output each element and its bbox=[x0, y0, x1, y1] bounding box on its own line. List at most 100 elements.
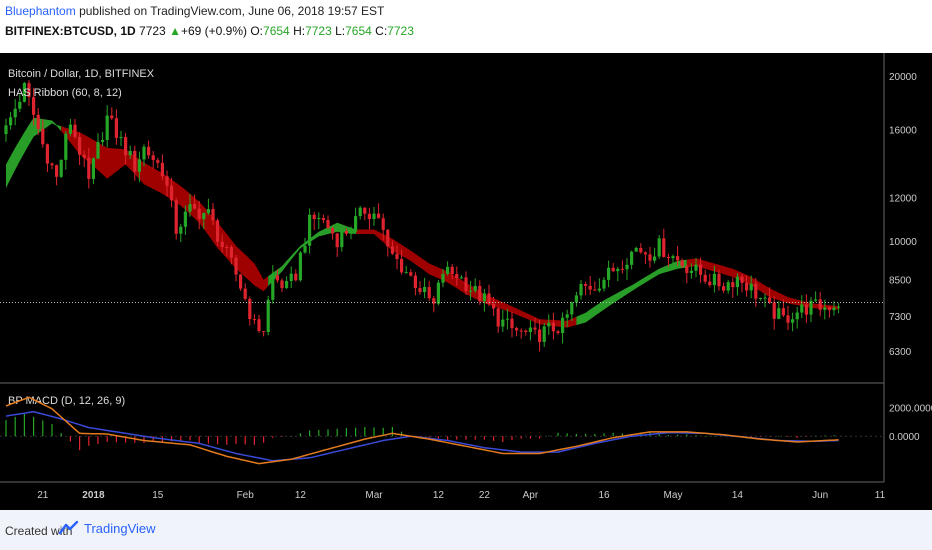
candle bbox=[556, 329, 560, 335]
candle bbox=[597, 278, 601, 293]
macd-histogram-bar bbox=[152, 436, 154, 443]
candle bbox=[827, 306, 831, 318]
candle bbox=[436, 280, 440, 306]
candle bbox=[211, 202, 215, 225]
macd-histogram-bar bbox=[391, 427, 393, 437]
macd-histogram-bar bbox=[778, 436, 780, 437]
candle-body bbox=[390, 246, 394, 254]
candle bbox=[137, 151, 141, 183]
candle bbox=[593, 281, 597, 291]
candle-body bbox=[676, 256, 680, 261]
candle bbox=[188, 194, 192, 217]
candle-body bbox=[82, 154, 86, 158]
candle bbox=[73, 118, 77, 139]
price-pane-title: Bitcoin / Dollar, 1D, BITFINEX bbox=[8, 68, 155, 80]
candle bbox=[749, 275, 753, 299]
candle bbox=[193, 194, 197, 210]
time-tick-label: 21 bbox=[37, 490, 49, 501]
candle-body bbox=[257, 319, 261, 332]
candle bbox=[699, 257, 703, 283]
candle bbox=[404, 265, 408, 274]
candle bbox=[413, 272, 417, 296]
change-up-icon: ▲ bbox=[169, 24, 181, 38]
candle-body bbox=[708, 281, 712, 286]
high-value: 7723 bbox=[305, 24, 332, 38]
macd-histogram-bar bbox=[115, 436, 117, 443]
candle-body bbox=[50, 163, 54, 166]
candle bbox=[142, 144, 146, 167]
macd-histogram-bar bbox=[207, 436, 209, 444]
candle bbox=[418, 281, 422, 295]
candle bbox=[450, 264, 454, 280]
macd-histogram-bar bbox=[23, 413, 25, 437]
candle-body bbox=[749, 283, 753, 291]
candle-body bbox=[818, 299, 822, 310]
candle-body bbox=[344, 231, 348, 234]
ribbon-indicator-label: HAS Ribbon (60, 8, 12) bbox=[8, 87, 122, 99]
candle-body bbox=[524, 330, 528, 332]
author-link[interactable]: Bluephantom bbox=[5, 4, 76, 18]
candle bbox=[133, 145, 137, 181]
candle bbox=[229, 245, 233, 265]
tradingview-brand[interactable]: TradingView bbox=[58, 520, 156, 536]
candle bbox=[542, 322, 546, 347]
candle-body bbox=[551, 322, 555, 332]
candle-body bbox=[814, 299, 818, 301]
candle-body bbox=[685, 266, 689, 273]
candle-body bbox=[745, 282, 749, 291]
candle-body bbox=[731, 282, 735, 288]
candle-body bbox=[413, 275, 417, 289]
candle-body bbox=[220, 241, 224, 248]
candle-body bbox=[722, 286, 726, 291]
candle bbox=[257, 314, 261, 333]
candle bbox=[570, 301, 574, 321]
candle bbox=[515, 326, 519, 337]
candle bbox=[671, 254, 675, 264]
candle bbox=[271, 265, 275, 304]
candle-body bbox=[735, 276, 739, 288]
candle-body bbox=[216, 220, 220, 242]
price-tick-label: 7300 bbox=[889, 312, 912, 323]
macd-histogram-bar bbox=[364, 427, 366, 437]
candle-body bbox=[179, 226, 183, 234]
candle bbox=[105, 105, 109, 148]
macd-histogram-bar bbox=[474, 436, 476, 440]
candle bbox=[96, 133, 100, 160]
candle-body bbox=[87, 157, 91, 179]
candle bbox=[519, 328, 523, 339]
candle-body bbox=[32, 97, 36, 115]
candle bbox=[13, 99, 17, 126]
candle bbox=[818, 291, 822, 317]
candle bbox=[50, 162, 54, 170]
time-tick-label: Mar bbox=[365, 490, 383, 501]
candle-body bbox=[119, 137, 123, 139]
candle bbox=[795, 306, 799, 329]
candle-body bbox=[160, 162, 164, 177]
macd-histogram-bar bbox=[318, 429, 320, 437]
macd-histogram-bar bbox=[97, 436, 99, 444]
candle-body bbox=[409, 272, 413, 276]
candle bbox=[390, 240, 394, 256]
candle-body bbox=[726, 282, 730, 291]
candle bbox=[151, 151, 155, 169]
candle bbox=[335, 232, 339, 257]
candle-body bbox=[137, 159, 141, 172]
candle-body bbox=[634, 248, 638, 252]
candle bbox=[326, 215, 330, 229]
candle-body bbox=[804, 304, 808, 315]
candle bbox=[45, 143, 49, 173]
chart-canvas[interactable]: 6300 7300 8500 10000 12000 16000 20000 Bitcoin … bbox=[0, 53, 932, 510]
macd-histogram-bar bbox=[171, 436, 173, 442]
footer: Created with TradingView bbox=[0, 510, 932, 550]
candle-body bbox=[285, 281, 289, 289]
candle-body bbox=[768, 297, 772, 303]
candle-body bbox=[492, 303, 496, 309]
macd-histogram-bar bbox=[263, 436, 265, 443]
time-tick-label: 12 bbox=[295, 490, 307, 501]
candle-body bbox=[294, 273, 298, 281]
candle-body bbox=[662, 238, 666, 257]
candle bbox=[561, 312, 565, 344]
candle-body bbox=[211, 209, 215, 221]
candle bbox=[243, 283, 247, 301]
candle bbox=[602, 277, 606, 292]
